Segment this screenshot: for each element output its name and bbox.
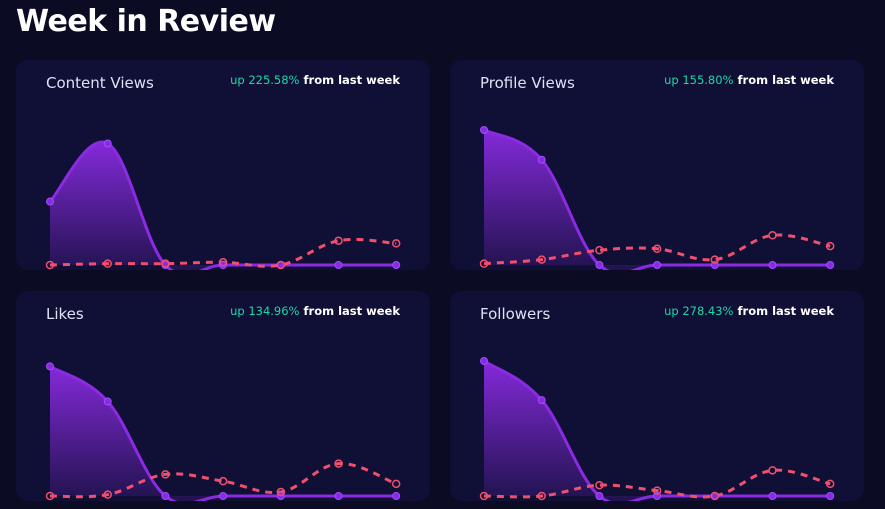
previous-point [218,258,228,267]
previous-point [710,491,720,501]
previous-point [161,470,170,479]
change-value: up 155.80% [664,73,734,87]
previous-point [479,259,489,268]
previous-point [391,239,401,248]
current-point [103,139,112,148]
previous-point [276,487,286,497]
change-suffix: from last week [737,304,834,318]
previous-point [768,231,777,240]
current-point [219,261,228,269]
previous-point [537,255,546,264]
previous-point [825,241,835,251]
change-indicator: up 225.58% from last week [230,73,400,87]
previous-point [652,244,662,254]
current-point [219,492,228,500]
current-point [653,261,662,269]
previous-point [825,479,835,489]
previous-point [652,486,662,495]
card-followers: Followers up 278.43% from last week [450,291,864,501]
card-title: Likes [46,305,84,323]
previous-point [334,236,343,245]
previous-point [218,476,228,486]
previous-point [595,245,604,255]
previous-point [161,259,170,268]
previous-point [45,260,55,270]
change-indicator: up 134.96% from last week [230,304,400,318]
chart [479,126,835,270]
card-likes: Likes up 134.96% from last week [16,291,430,501]
current-area [484,361,831,501]
change-value: up 278.43% [664,304,734,318]
current-point [537,396,546,405]
change-suffix: from last week [737,73,834,87]
current-point [103,397,112,406]
current-area [50,142,397,270]
current-point [537,155,546,164]
card-profile-views: Profile Views up 155.80% from last week [450,60,864,270]
previous-line [49,462,397,499]
current-point [480,357,488,365]
current-point [480,126,488,134]
previous-line [483,468,831,499]
current-point [595,261,604,269]
card-title: Profile Views [480,74,575,92]
current-point [392,261,401,269]
chart [479,357,835,501]
previous-point [276,260,286,270]
current-point [334,492,343,500]
previous-point [768,466,777,475]
previous-point [479,491,489,501]
previous-point [595,480,604,490]
previous-point [537,491,546,501]
change-value: up 134.96% [230,304,300,318]
change-suffix: from last week [303,73,400,87]
change-value: up 225.58% [230,73,300,87]
current-point [161,492,170,500]
current-area [484,130,831,270]
current-point [826,261,835,269]
previous-point [334,459,343,468]
chart [45,362,401,501]
current-point [392,492,401,500]
previous-line [483,233,831,266]
current-point [826,492,835,500]
change-suffix: from last week [303,304,400,318]
card-title: Content Views [46,74,154,92]
current-point [46,362,54,371]
current-area [50,366,397,501]
change-indicator: up 155.80% from last week [664,73,834,87]
chart [45,139,401,270]
current-point [595,492,604,500]
current-point [768,492,777,500]
previous-point [391,479,401,489]
previous-point [103,259,112,268]
previous-point [45,491,55,501]
card-title: Followers [480,305,551,323]
previous-point [103,490,112,499]
card-content-views: Content Views up 225.58% from last week [16,60,430,270]
current-point [768,261,777,269]
current-point [46,197,54,206]
change-indicator: up 278.43% from last week [664,304,834,318]
current-point [334,261,343,269]
previous-point [710,255,720,264]
page-title: Week in Review [16,4,276,39]
